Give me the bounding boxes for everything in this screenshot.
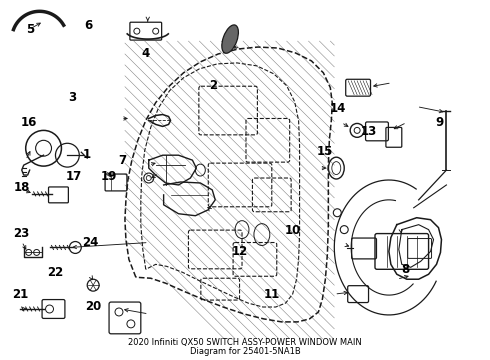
Text: 16: 16 — [21, 116, 37, 129]
Text: 7: 7 — [119, 154, 126, 167]
Text: 24: 24 — [82, 236, 98, 249]
Text: 6: 6 — [84, 19, 93, 32]
Text: 15: 15 — [317, 145, 333, 158]
Text: 2: 2 — [209, 79, 218, 92]
Text: 5: 5 — [26, 23, 34, 36]
Text: 10: 10 — [285, 224, 301, 237]
Text: 4: 4 — [141, 47, 149, 60]
Ellipse shape — [222, 25, 239, 53]
Text: 23: 23 — [13, 227, 29, 240]
Text: 19: 19 — [100, 170, 117, 183]
Text: 8: 8 — [401, 263, 410, 276]
Text: 11: 11 — [264, 288, 280, 301]
Text: 18: 18 — [14, 181, 30, 194]
Text: 21: 21 — [12, 288, 28, 301]
Text: 12: 12 — [232, 245, 248, 258]
Text: 3: 3 — [68, 91, 76, 104]
Text: 14: 14 — [329, 102, 345, 115]
Text: 20: 20 — [85, 300, 101, 313]
Text: 2020 Infiniti QX50 SWITCH ASSY-POWER WINDOW MAIN: 2020 Infiniti QX50 SWITCH ASSY-POWER WIN… — [128, 338, 362, 347]
Text: 17: 17 — [66, 170, 82, 183]
Text: 1: 1 — [83, 148, 91, 162]
Text: Diagram for 25401-5NA1B: Diagram for 25401-5NA1B — [190, 347, 300, 356]
Text: 13: 13 — [361, 125, 377, 138]
Text: 22: 22 — [47, 266, 64, 279]
Text: 9: 9 — [435, 116, 443, 129]
